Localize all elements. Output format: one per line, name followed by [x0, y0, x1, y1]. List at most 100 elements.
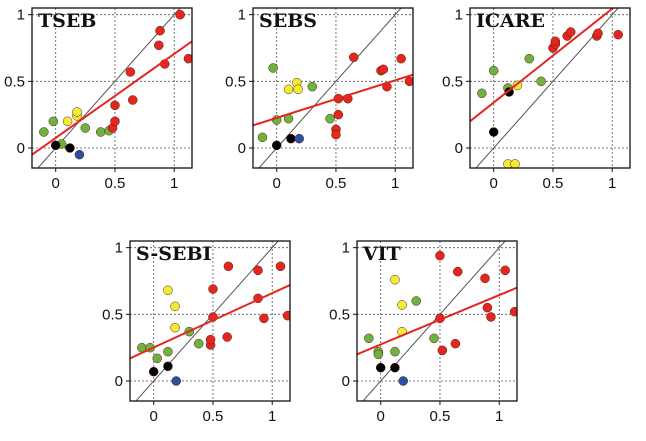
- regression-line: [357, 286, 517, 356]
- x-tick-label: 1: [495, 408, 503, 425]
- x-tick-label: 1: [170, 175, 178, 192]
- data-point-black: [271, 140, 282, 151]
- data-point-red: [435, 250, 445, 261]
- panel-s-sebi: S-SEBI 0 0.5 1 0 0.5 1: [102, 240, 300, 441]
- data-point-red: [175, 9, 185, 20]
- data-point-green: [536, 76, 546, 87]
- data-point-red: [110, 100, 120, 111]
- plot-area: [470, 8, 630, 168]
- one-to-one-line: [135, 241, 279, 401]
- data-point-yellow: [397, 300, 407, 310]
- panel-title: S-SEBI: [136, 243, 212, 265]
- panel-sebs: SEBS 0 0.5 1 0 0.5 1: [225, 7, 423, 208]
- data-point-black: [286, 133, 296, 144]
- x-tick-label: 1: [391, 175, 399, 192]
- regression-line: [130, 284, 290, 360]
- x-tick-label: 0.5: [105, 175, 126, 192]
- data-point-green: [325, 113, 335, 124]
- x-tick-label: 0.5: [203, 408, 224, 425]
- data-point-red: [282, 310, 290, 321]
- regression-line: [253, 73, 413, 127]
- data-point-blue: [171, 376, 181, 386]
- data-point-red: [593, 28, 603, 39]
- plot-frame: [356, 240, 518, 402]
- y-tick-label: 1: [115, 240, 123, 257]
- data-point-black: [390, 362, 400, 373]
- data-point-yellow: [293, 84, 303, 95]
- x-tick-label: 1: [608, 175, 616, 192]
- x-tick-label: 1: [268, 408, 276, 425]
- y-tick-label: 0: [17, 140, 25, 157]
- one-to-one-line: [475, 8, 619, 168]
- data-point-black: [488, 127, 499, 137]
- data-point-green: [257, 132, 268, 143]
- data-point-red: [480, 273, 490, 284]
- scatter-plot: VIT 0 0.5 1 0 0.5 1: [329, 240, 518, 425]
- one-to-one-line: [37, 8, 181, 168]
- data-point-red: [275, 261, 286, 272]
- data-point-blue: [294, 133, 304, 144]
- data-point-green: [429, 333, 439, 344]
- data-point-yellow: [283, 84, 294, 95]
- x-tick-label: 0.5: [430, 408, 451, 425]
- y-tick-label: 0.5: [442, 73, 463, 90]
- one-to-one-line: [362, 241, 506, 401]
- data-point-yellow: [510, 159, 520, 168]
- data-point-red: [155, 25, 165, 36]
- panel-vit: VIT 0 0.5 1 0 0.5 1: [329, 240, 527, 441]
- data-point-red: [222, 332, 232, 342]
- data-point-green: [48, 116, 59, 127]
- y-tick-label: 1: [238, 7, 246, 24]
- data-point-green: [488, 65, 499, 76]
- x-tick-label: 0: [377, 408, 385, 425]
- figure: TSEB 0 0.5 1 0 0.5 1 SEBS 0 0.5 1 0 0.5 1 ICARE 0 0.5 1…: [4, 7, 631, 425]
- data-point-blue: [398, 376, 408, 386]
- data-point-yellow: [390, 274, 400, 285]
- data-point-red: [482, 302, 493, 313]
- data-point-red: [208, 284, 218, 294]
- scatter-plot: S-SEBI 0 0.5 1 0 0.5 1: [102, 240, 291, 425]
- plot-frame: [31, 7, 193, 169]
- y-tick-label: 0.5: [4, 73, 25, 90]
- data-point-yellow: [170, 301, 180, 312]
- y-tick-label: 0: [455, 140, 463, 157]
- y-tick-label: 1: [342, 240, 350, 257]
- data-point-green: [524, 53, 535, 64]
- data-point-green: [268, 63, 278, 73]
- data-point-green: [411, 296, 422, 306]
- y-tick-label: 0.5: [329, 306, 350, 323]
- y-tick-label: 1: [17, 7, 25, 24]
- plot-area: [130, 241, 290, 401]
- data-point-red: [259, 313, 269, 324]
- y-tick-label: 0: [238, 140, 246, 157]
- data-point-red: [613, 29, 623, 40]
- data-point-red: [565, 27, 576, 37]
- data-point-red: [550, 36, 561, 47]
- data-point-black: [148, 366, 159, 377]
- plot-frame: [129, 240, 291, 402]
- panel-tseb: TSEB 0 0.5 1 0 0.5 1: [4, 7, 202, 208]
- regression-line: [470, 8, 615, 123]
- x-tick-label: 0: [150, 408, 158, 425]
- scatter-plot: ICARE 0 0.5 1 0 0.5 1: [442, 7, 631, 192]
- y-tick-label: 0: [115, 373, 123, 390]
- data-point-red: [486, 312, 496, 322]
- data-point-green: [39, 127, 49, 137]
- data-point-green: [364, 333, 374, 344]
- y-tick-label: 0.5: [225, 73, 246, 90]
- panel-title: SEBS: [259, 10, 317, 32]
- x-tick-label: 0.5: [543, 175, 564, 192]
- data-point-red: [452, 266, 463, 277]
- data-point-yellow: [62, 116, 73, 127]
- data-point-red: [125, 67, 136, 77]
- data-point-red: [437, 345, 448, 356]
- x-tick-label: 0: [52, 175, 60, 192]
- data-point-red: [154, 40, 164, 51]
- data-point-black: [50, 140, 61, 151]
- plot-frame: [469, 7, 631, 169]
- panel-title: TSEB: [38, 10, 96, 32]
- plot-area: [32, 8, 192, 168]
- x-tick-label: 0.5: [326, 175, 347, 192]
- data-point-red: [110, 116, 120, 127]
- data-point-green: [80, 123, 91, 133]
